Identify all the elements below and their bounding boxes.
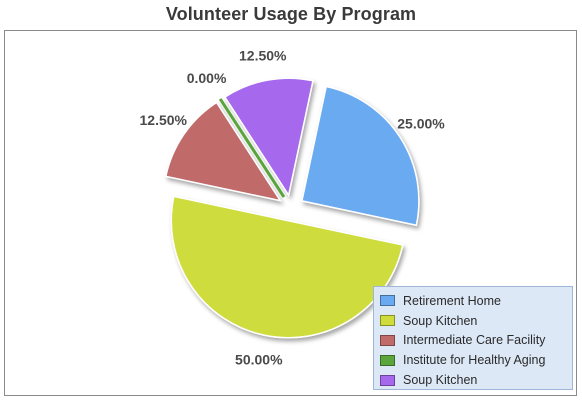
slice-percentage-label: 0.00% [187,70,227,86]
pie-slice[interactable] [218,98,286,198]
legend-label: Intermediate Care Facility [403,333,546,348]
legend-item[interactable]: Retirement Home [380,291,572,311]
chart-title: Volunteer Usage By Program [165,4,417,24]
legend-swatch [380,315,395,327]
pie-slice[interactable] [301,85,420,227]
legend-item[interactable]: Intermediate Care Facility [380,331,572,351]
slice-percentage-label: 25.00% [397,116,445,132]
slice-percentage-label: 50.00% [235,352,283,368]
legend-swatch [380,295,395,307]
slice-percentage-label: 12.50% [140,112,188,128]
legend-item[interactable]: Soup Kitchen [380,370,572,390]
legend-label: Retirement Home [403,293,501,308]
legend-label: Soup Kitchen [403,373,478,388]
legend-item[interactable]: Soup Kitchen [380,311,572,331]
slice-percentage-label: 12.50% [239,48,287,64]
legend-label: Soup Kitchen [403,313,478,328]
legend-swatch [380,334,395,346]
chart-legend: Retirement Home Soup Kitchen Intermediat… [373,286,573,390]
legend-swatch [380,374,395,386]
legend-item[interactable]: Institute for Healthy Aging [380,350,572,370]
legend-label: Institute for Healthy Aging [403,353,546,368]
pie-slice[interactable] [164,101,282,202]
legend-swatch [380,354,395,366]
pie-slice[interactable] [223,77,314,198]
pie-slice[interactable] [170,195,404,339]
